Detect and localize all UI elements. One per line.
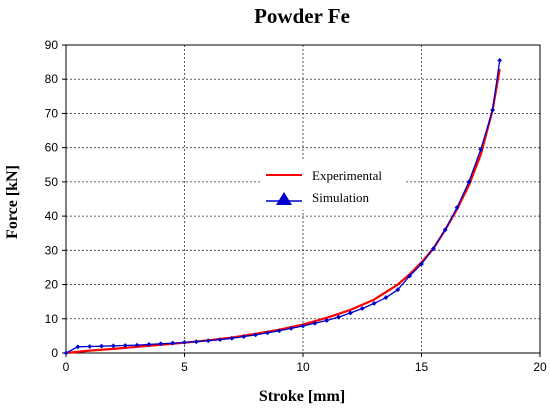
- tick-labels: 0 5 10 15 20 0 10 20 30 40 50 60 70 80 90: [45, 38, 547, 374]
- simulation-data-point: [134, 342, 140, 348]
- simulation-data-point: [253, 332, 258, 338]
- x-axis-label: Stroke [mm]: [259, 388, 345, 405]
- y-tick-label: 80: [45, 72, 59, 86]
- simulation-data-point: [182, 339, 187, 345]
- simulation-data-point: [336, 314, 341, 320]
- simulation-data-point: [170, 340, 176, 346]
- simulation-data-point: [430, 246, 436, 252]
- x-tick-label: 0: [63, 360, 70, 374]
- legend-simulation-marker: [276, 192, 292, 205]
- simulation-data-point: [395, 287, 401, 293]
- simulation-data-point: [193, 339, 199, 345]
- simulation-data-point: [158, 341, 164, 347]
- legend-simulation-label: Simulation: [312, 190, 370, 205]
- simulation-data-point: [205, 338, 211, 344]
- simulation-data-point: [442, 227, 448, 233]
- simulation-data-point: [348, 310, 353, 316]
- simulation-data-point: [359, 306, 365, 311]
- x-tick-label: 5: [181, 360, 188, 374]
- simulation-data-point: [497, 58, 503, 63]
- y-tick-label: 0: [51, 346, 58, 360]
- simulation-data-point: [300, 323, 306, 329]
- simulation-data-point: [146, 342, 152, 347]
- simulation-data-point: [454, 205, 460, 210]
- simulation-data-point: [265, 330, 270, 336]
- y-tick-label: 50: [45, 175, 59, 189]
- simulation-data-point: [229, 335, 235, 341]
- y-tick-label: 90: [45, 38, 59, 52]
- simulation-data-point: [217, 337, 223, 343]
- x-tick-label: 10: [296, 360, 310, 374]
- simulation-data-point: [466, 179, 472, 185]
- simulation-data-point: [87, 344, 93, 349]
- x-tick-label: 20: [533, 360, 547, 374]
- y-axis-label: Force [kN]: [4, 165, 21, 239]
- x-tick-label: 15: [415, 360, 429, 374]
- data-series: [63, 58, 503, 356]
- simulation-data-point: [419, 261, 424, 267]
- simulation-data-point: [288, 325, 294, 331]
- y-tick-label: 10: [45, 312, 59, 326]
- simulation-data-point: [241, 334, 247, 339]
- simulation-data-point: [324, 318, 330, 323]
- simulation-data-point: [383, 295, 389, 300]
- legend-experimental-label: Experimental: [312, 168, 382, 183]
- simulation-data-point: [99, 343, 104, 349]
- simulation-data-point: [111, 343, 116, 349]
- simulation-data-point: [63, 350, 69, 356]
- simulation-data-point: [75, 344, 81, 350]
- simulation-data-point: [122, 343, 128, 348]
- chart-axes: [62, 44, 541, 357]
- y-tick-label: 20: [45, 278, 59, 292]
- experimental-series-line: [65, 68, 501, 355]
- simulation-data-point: [490, 107, 495, 113]
- simulation-data-point: [276, 328, 282, 334]
- y-tick-label: 60: [45, 141, 59, 155]
- simulation-data-point: [371, 300, 377, 306]
- legend: Experimental Simulation: [262, 160, 404, 210]
- simulation-data-point: [407, 273, 413, 279]
- y-tick-label: 30: [45, 243, 59, 257]
- y-tick-label: 70: [45, 106, 59, 120]
- y-tick-label: 40: [45, 209, 59, 223]
- simulation-data-point: [312, 320, 318, 326]
- chart-title: Powder Fe: [254, 4, 350, 28]
- simulation-data-point: [478, 146, 484, 152]
